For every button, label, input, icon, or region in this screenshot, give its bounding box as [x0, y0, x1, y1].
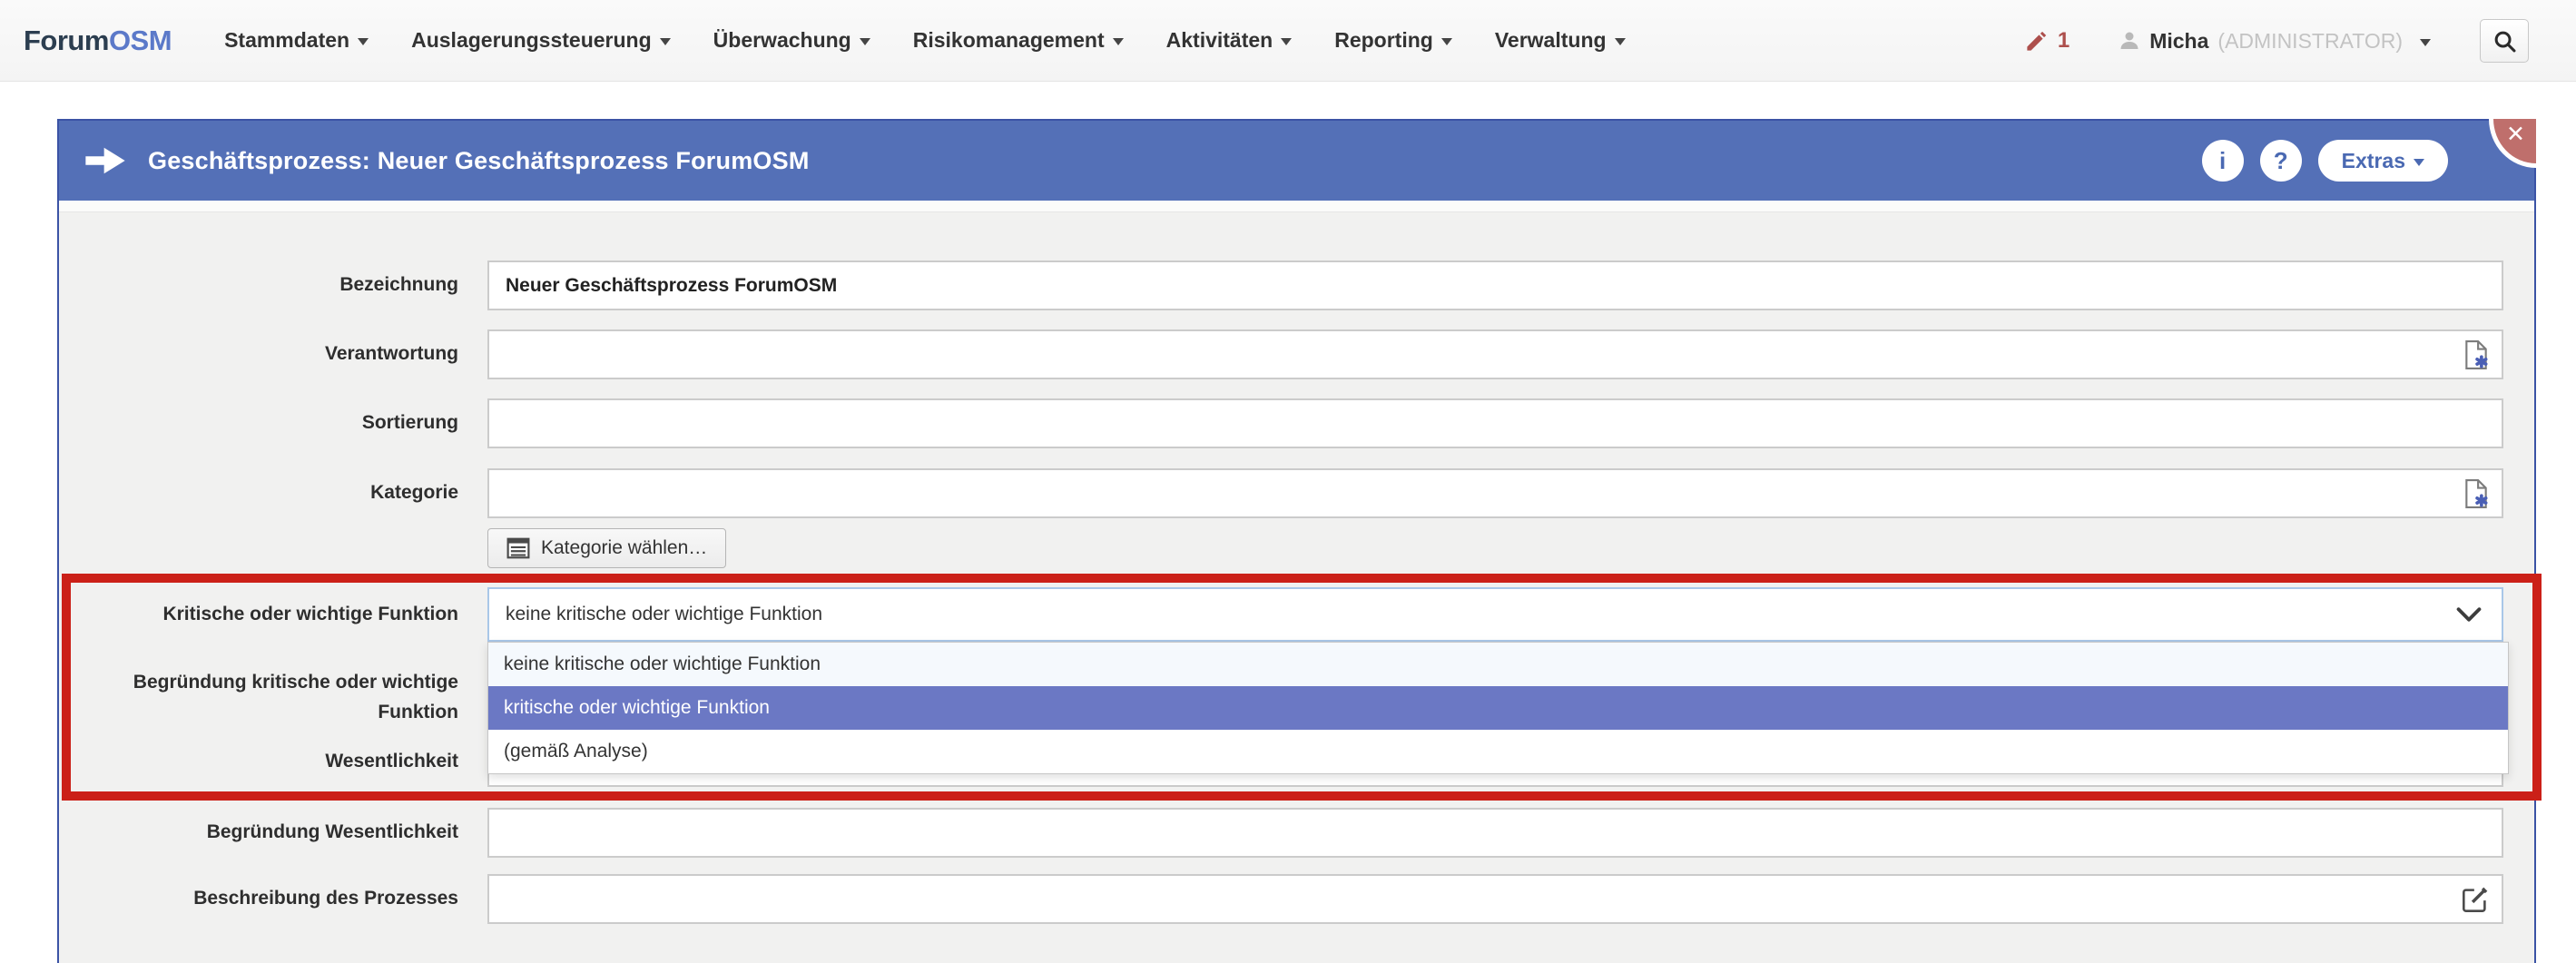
menu-verwaltung[interactable]: Verwaltung	[1495, 28, 1626, 53]
sortierung-label: Sortierung	[361, 412, 458, 434]
menu-label: Aktivitäten	[1165, 28, 1273, 52]
pencil-icon	[2024, 29, 2049, 54]
user-name: Micha	[2149, 28, 2209, 53]
sortierung-field	[487, 398, 2503, 448]
app-logo[interactable]: ForumOSM	[24, 25, 172, 57]
search-button[interactable]	[2480, 19, 2529, 63]
chevron-down-icon	[2420, 38, 2431, 46]
wesentlichkeit-label: Wesentlichkeit	[325, 751, 458, 772]
extras-label: Extras	[2341, 148, 2405, 172]
kategorie-field	[487, 468, 2503, 518]
verantwortung-input[interactable]	[487, 329, 2503, 379]
close-button[interactable]: ✕	[2489, 119, 2536, 168]
kategorie-input[interactable]	[487, 468, 2503, 518]
bezeichnung-label: Bezeichnung	[339, 274, 458, 296]
chevron-down-icon	[2414, 158, 2424, 166]
help-button[interactable]: ?	[2259, 140, 2302, 182]
kategorie-waehlen-label: Kategorie wählen…	[541, 537, 708, 558]
begruendung-wesentlichkeit-input[interactable]	[487, 808, 2503, 858]
bezeichnung-field	[487, 260, 2503, 310]
verantwortung-field	[487, 329, 2503, 379]
bezeichnung-input[interactable]	[487, 260, 2503, 310]
arrow-right-icon	[84, 144, 126, 177]
dropdown-option-gemaess-analyse[interactable]: (gemäß Analyse)	[504, 741, 648, 762]
extras-button[interactable]: Extras	[2317, 140, 2448, 182]
menu-stammdaten[interactable]: Stammdaten	[224, 28, 369, 53]
top-navbar: ForumOSM Stammdaten Auslagerungssteuerun…	[0, 0, 2576, 82]
menu-risikomanagement[interactable]: Risikomanagement	[913, 28, 1124, 53]
menu-label: Auslagerungssteuerung	[411, 28, 652, 52]
menu-label: Reporting	[1334, 28, 1433, 52]
logo-text-osm: OSM	[108, 24, 172, 56]
chevron-down-icon	[1440, 38, 1452, 45]
menu-aktivitaeten[interactable]: Aktivitäten	[1166, 28, 1293, 53]
chevron-down-icon	[1614, 38, 1626, 45]
begruendung-kritische-label: Begründung kritische oder wichtige Funkt…	[133, 672, 458, 722]
dropdown-option-keine-kritische[interactable]: keine kritische oder wichtige Funktion	[488, 643, 2508, 686]
menu-reporting[interactable]: Reporting	[1334, 28, 1452, 53]
menu-label: Überwachung	[713, 28, 851, 52]
chevron-down-icon	[1112, 38, 1124, 45]
menu-ueberwachung[interactable]: Überwachung	[713, 28, 870, 53]
begruendung-wesentlichkeit-field	[487, 808, 2503, 858]
kritische-funktion-select[interactable]: keine kritische oder wichtige Funktion	[487, 587, 2503, 642]
sortierung-input[interactable]	[487, 398, 2503, 448]
menu-auslagerungssteuerung[interactable]: Auslagerungssteuerung	[411, 28, 671, 53]
dropdown-panel: keine kritische oder wichtige Funktion k…	[487, 642, 2509, 774]
menu-label: Stammdaten	[224, 28, 350, 52]
navbar-right: 1 Micha (ADMINISTRATOR)	[2024, 0, 2529, 82]
close-icon: ✕	[2506, 122, 2525, 147]
user-role: (ADMINISTRATOR)	[2217, 28, 2403, 53]
chevron-down-icon	[1281, 38, 1293, 45]
dialog-title: Geschäftsprozess: Neuer Geschäftsprozess…	[148, 146, 810, 174]
kritische-funktion-label: Kritische oder wichtige Funktion	[162, 603, 458, 624]
chevron-down-icon	[859, 38, 870, 45]
new-document-icon[interactable]	[2463, 478, 2489, 508]
kritische-funktion-value: keine kritische oder wichtige Funktion	[506, 604, 823, 624]
verantwortung-label: Verantwortung	[324, 343, 458, 365]
kategorie-label: Kategorie	[370, 482, 458, 504]
dropdown-option-kritische[interactable]: kritische oder wichtige Funktion	[488, 686, 2508, 730]
info-button[interactable]: i	[2201, 140, 2244, 182]
chevron-down-icon	[2456, 607, 2482, 622]
edit-icon[interactable]	[2462, 886, 2489, 913]
edit-counter-badge[interactable]: 1	[2024, 28, 2070, 54]
user-icon	[2119, 30, 2140, 52]
dialog-header-strip	[59, 201, 2534, 212]
new-document-icon[interactable]	[2463, 339, 2489, 369]
begruendung-wesentlichkeit-label: Begründung Wesentlichkeit	[206, 821, 458, 843]
edit-count: 1	[2057, 28, 2070, 53]
menu-label: Risikomanagement	[912, 28, 1105, 52]
list-icon	[506, 537, 530, 559]
kategorie-waehlen-button[interactable]: Kategorie wählen…	[487, 528, 727, 568]
beschreibung-field	[487, 874, 2503, 924]
menu-label: Verwaltung	[1494, 28, 1607, 52]
main-menu: Stammdaten Auslagerungssteuerung Überwac…	[224, 28, 1626, 53]
dialog-header: Geschäftsprozess: Neuer Geschäftsprozess…	[59, 119, 2536, 201]
beschreibung-input[interactable]	[487, 874, 2503, 924]
logo-text-forum: Forum	[24, 24, 109, 56]
search-icon	[2492, 29, 2517, 54]
user-menu[interactable]: Micha (ADMINISTRATOR)	[2119, 29, 2431, 54]
chevron-down-icon	[659, 38, 671, 45]
dialog-geschaeftsprozess: Geschäftsprozess: Neuer Geschäftsprozess…	[57, 119, 2536, 963]
dialog-header-actions: i ? Extras	[2201, 140, 2448, 182]
beschreibung-label: Beschreibung des Prozesses	[193, 888, 458, 909]
chevron-down-icon	[358, 38, 369, 45]
